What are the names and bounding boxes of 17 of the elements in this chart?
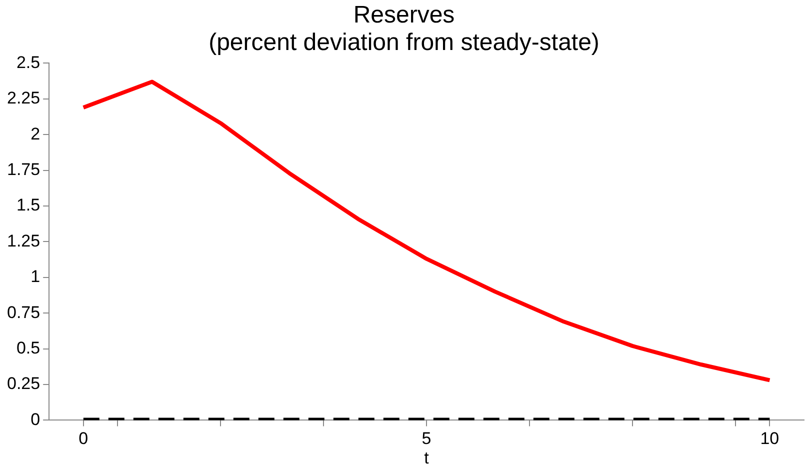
x-tick-label: 0 xyxy=(78,429,88,448)
x-tick-label: 10 xyxy=(760,429,780,448)
x-axis-title: t xyxy=(424,448,430,468)
x-tick-label: 5 xyxy=(422,429,432,448)
y-tick-label: 2 xyxy=(30,124,40,144)
y-tick-label: 2.5 xyxy=(16,52,40,72)
y-tick-label: 0.25 xyxy=(6,374,40,394)
y-tick-label: 0.5 xyxy=(16,338,40,358)
y-tick-label: 1.75 xyxy=(6,160,40,179)
y-tick-label: 1.25 xyxy=(6,231,40,250)
y-tick-label: 1 xyxy=(30,267,40,286)
y-tick-label: 0 xyxy=(30,410,40,429)
chart-subtitle: (percent deviation from steady-state) xyxy=(208,29,600,56)
y-tick-label: 1.5 xyxy=(16,196,40,215)
y-tick-label: 2.25 xyxy=(6,88,40,108)
y-tick-label: 0.75 xyxy=(6,302,40,322)
chart-title: Reserves xyxy=(353,1,455,28)
